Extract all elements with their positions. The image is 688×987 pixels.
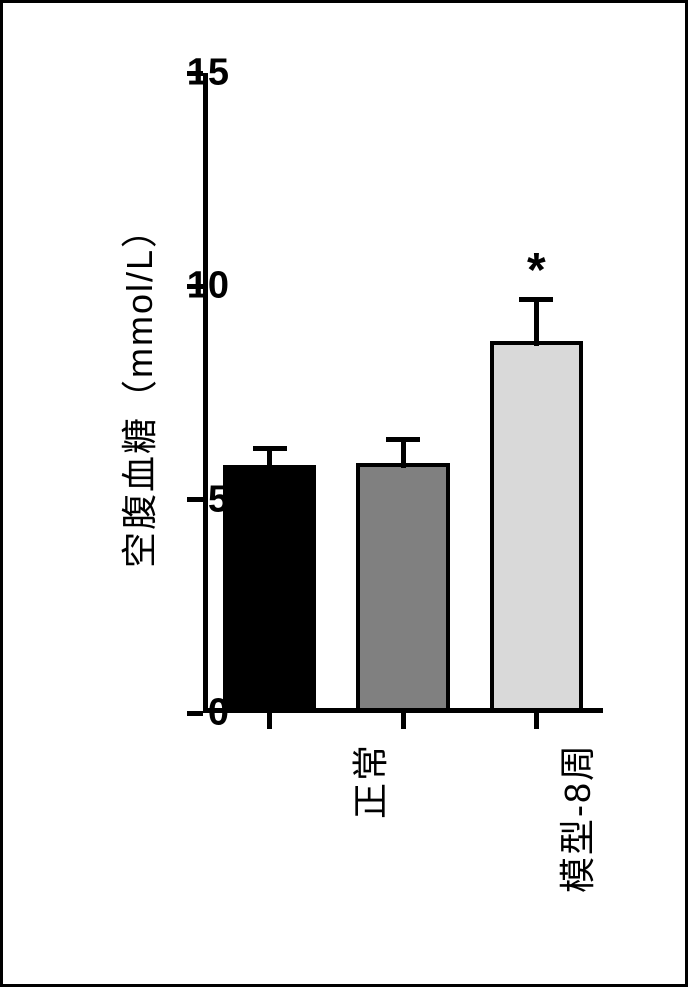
chart-frame: 空腹血糖（mmol/L） * 051015 正常模型-8周模型-20周	[0, 0, 688, 987]
y-axis-line	[203, 73, 208, 713]
y-axis-title: 空腹血糖（mmol/L）	[111, 210, 163, 568]
significance-marker: *	[527, 243, 546, 298]
bar	[223, 465, 316, 708]
error-bar	[401, 440, 406, 468]
bar	[356, 463, 449, 708]
error-cap	[253, 446, 287, 451]
x-tick	[267, 713, 272, 729]
plot-area: *	[203, 73, 603, 713]
error-bar	[534, 299, 539, 346]
chart-container: 空腹血糖（mmol/L） * 051015 正常模型-8周模型-20周	[63, 43, 643, 943]
x-tick-label: 正常	[342, 743, 394, 819]
y-tick-label: 5	[169, 478, 229, 521]
error-cap	[386, 437, 420, 442]
y-tick-label: 0	[169, 692, 229, 735]
x-tick-label: 模型-8周	[549, 743, 601, 893]
x-tick	[401, 713, 406, 729]
bar	[490, 341, 583, 708]
error-bar	[267, 448, 272, 469]
y-tick-label: 15	[169, 52, 229, 95]
x-tick	[534, 713, 539, 729]
y-tick-label: 10	[169, 265, 229, 308]
